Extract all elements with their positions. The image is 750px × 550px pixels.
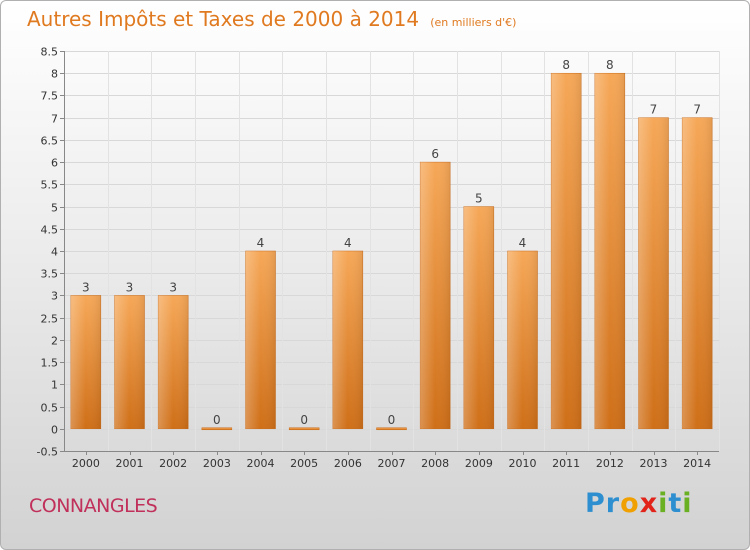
proxiti-logo[interactable]: Proxiti [585, 488, 693, 519]
data-label: 6 [431, 147, 439, 161]
logo-letter: r [605, 488, 621, 519]
y-tick-label: 7 [51, 113, 58, 126]
bar-shading [332, 251, 363, 429]
x-tick-label: 2009 [465, 457, 493, 470]
data-label: 3 [82, 280, 90, 294]
y-tick-label: 0.5 [41, 402, 59, 415]
bar[interactable] [201, 427, 233, 431]
logo-letter: o [620, 488, 640, 519]
y-tick-label: 5 [51, 202, 58, 215]
y-tick-label: 2.5 [41, 313, 59, 326]
bar-shading [70, 295, 101, 429]
y-tick-label: 4.5 [41, 224, 59, 237]
x-tick-label: 2006 [334, 457, 362, 470]
data-label: 3 [126, 280, 134, 294]
data-label: 8 [606, 58, 614, 72]
y-tick-label: 5.5 [41, 179, 59, 192]
bar-shading [507, 251, 538, 429]
y-tick-label: 0 [51, 424, 58, 437]
logo-letter: x [639, 488, 659, 519]
x-tick-label: 2008 [421, 457, 449, 470]
value-labels: 3 3 3 0 4 0 4 0 6 5 4 8 8 7 7 [82, 58, 701, 427]
data-label: 4 [344, 236, 352, 250]
data-label: 0 [300, 413, 308, 427]
logo-letter: P [585, 488, 606, 519]
bar-shading [682, 117, 713, 429]
data-label: 0 [388, 413, 396, 427]
bar[interactable] [376, 427, 407, 431]
bar-shading [551, 73, 582, 429]
data-label: 5 [475, 192, 483, 206]
x-tick-label: 2004 [247, 457, 275, 470]
y-tick-label: 8 [51, 68, 58, 81]
bars [70, 72, 713, 431]
y-tick-label: 2 [51, 335, 58, 348]
x-tick-label: 2011 [552, 457, 580, 470]
data-label: 7 [650, 103, 658, 117]
chart-unit-note: (en milliers d'€) [430, 16, 517, 29]
chart-title-block: Autres Impôts et Taxes de 2000 à 2014 (e… [27, 7, 516, 31]
x-tick-label: 2010 [509, 457, 537, 470]
data-label: 8 [562, 58, 570, 72]
y-tick-label: 1.5 [41, 357, 59, 370]
bar-shading [114, 295, 145, 429]
bar-shading [463, 206, 494, 429]
y-tick-label: 7.5 [41, 90, 59, 103]
data-label: 4 [257, 236, 265, 250]
y-tick-label: 6.5 [41, 135, 59, 148]
x-tick-label: 2000 [72, 457, 100, 470]
y-tick-label: 6 [51, 157, 58, 170]
chart-title: Autres Impôts et Taxes de 2000 à 2014 [27, 7, 420, 31]
bar-shading [594, 73, 625, 429]
data-label: 3 [169, 280, 177, 294]
data-label: 4 [519, 236, 527, 250]
data-label: 7 [693, 103, 701, 117]
bar[interactable] [288, 427, 320, 431]
bar-shading [158, 295, 189, 429]
x-tick-label: 2002 [159, 457, 187, 470]
x-tick-label: 2007 [378, 457, 406, 470]
logo-letter: t [668, 488, 683, 519]
x-tick-label: 2014 [683, 457, 711, 470]
x-tick-label: 2012 [596, 457, 624, 470]
logo-letter: i [658, 488, 669, 519]
logo-letter: i [682, 488, 693, 519]
x-tick-label: 2001 [116, 457, 144, 470]
place-name: CONNANGLES [29, 495, 158, 517]
bar-shading [638, 117, 669, 429]
x-tick-label: 2005 [290, 457, 318, 470]
y-tick-label: 4 [51, 246, 58, 259]
y-tick-label: -0.5 [37, 446, 58, 459]
x-tick-label: 2013 [640, 457, 668, 470]
y-tick-label: 3.5 [41, 268, 59, 281]
x-tick-label: 2003 [203, 457, 231, 470]
y-tick-label: 8.5 [41, 46, 59, 59]
bar-shading [245, 251, 276, 429]
bar-shading [420, 162, 451, 429]
y-tick-label: 1 [51, 379, 58, 392]
y-tick-label: 3 [51, 290, 58, 303]
axes: 8.5 8 7.5 7 6.5 6 5.5 5 4.5 4 3.5 3 2.5 2 1.5 1 0.5 0 -0.5… [37, 46, 719, 470]
data-label: 0 [213, 413, 221, 427]
